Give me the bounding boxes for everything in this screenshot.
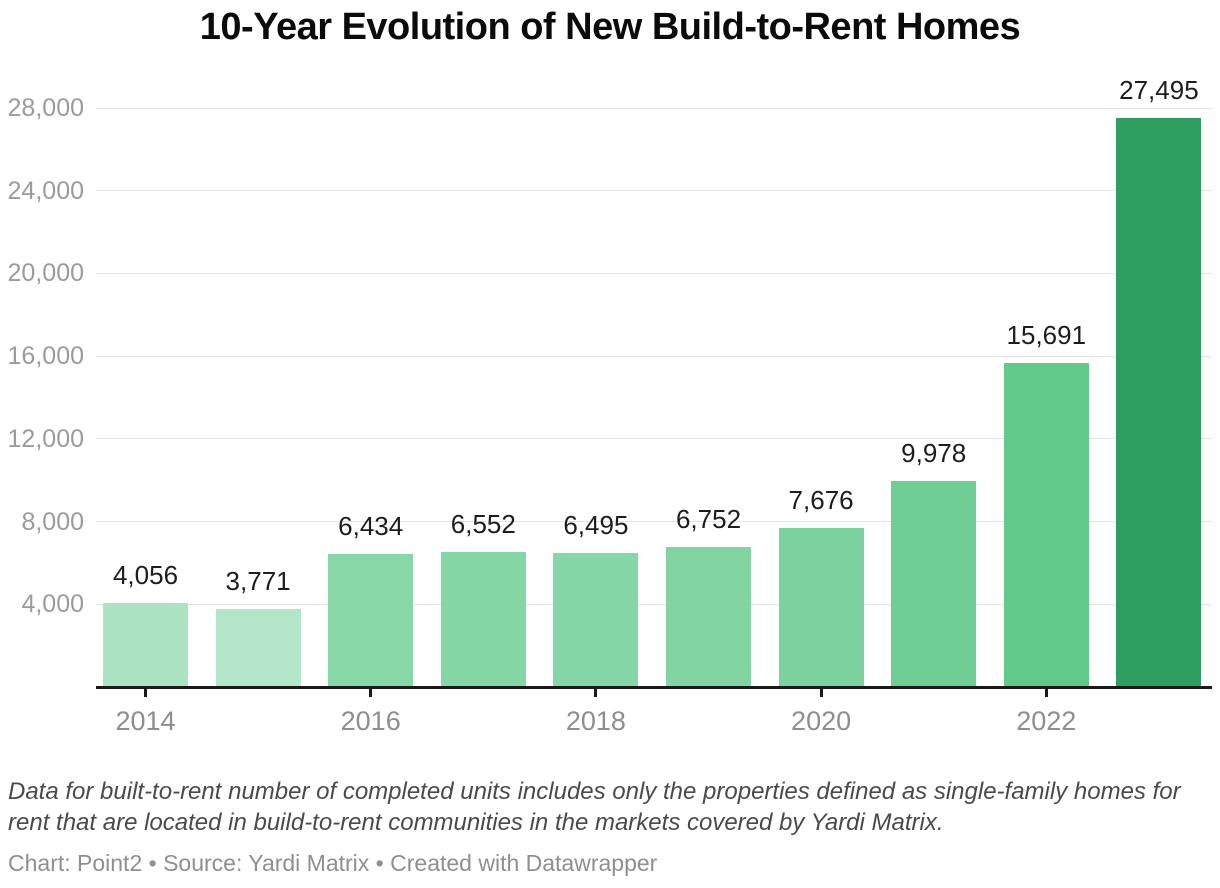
bar[interactable] [103, 603, 188, 687]
bar-value-label: 15,691 [1006, 319, 1087, 350]
y-axis-tick-label: 8,000 [21, 507, 84, 536]
bar[interactable] [891, 480, 977, 687]
chart-note: Data for built-to-rent number of complet… [8, 778, 1181, 836]
x-axis-tick-label: 2018 [565, 706, 626, 736]
x-axis-tick-label: 2014 [115, 706, 176, 736]
bar-value-label: 6,752 [675, 504, 742, 535]
gridline [96, 603, 1212, 605]
bar-value-label: 3,771 [225, 566, 291, 597]
x-axis-tick-label: 2016 [340, 706, 401, 736]
chart-title: 10-Year Evolution of New Build-to-Rent H… [199, 6, 1021, 48]
x-axis-tick [819, 689, 823, 697]
y-axis-tick-label: 28,000 [7, 94, 84, 122]
bar-value-label: 6,552 [450, 508, 516, 539]
bar-value-label: 6,495 [563, 509, 629, 540]
bar[interactable] [440, 551, 526, 687]
x-axis-tick [144, 689, 147, 697]
x-axis-tick [1044, 689, 1048, 697]
bar[interactable] [215, 609, 301, 687]
y-axis-tick-label: 16,000 [7, 342, 84, 371]
bar-value-label: 27,495 [1119, 75, 1199, 106]
y-axis-tick-label: 20,000 [7, 259, 84, 288]
gridline [96, 190, 1212, 192]
bar-value-label: 9,978 [901, 437, 967, 468]
y-axis-tick-label: 12,000 [7, 424, 84, 453]
bar[interactable] [1116, 118, 1202, 687]
x-axis-line [96, 686, 1212, 689]
bar[interactable] [1003, 362, 1089, 687]
y-axis-tick-label: 24,000 [7, 176, 84, 205]
bar[interactable] [553, 552, 639, 687]
bar[interactable] [666, 547, 751, 687]
gridline [96, 272, 1212, 274]
gridline [96, 438, 1212, 440]
x-axis-tick [594, 689, 598, 697]
bar[interactable] [778, 528, 864, 687]
x-axis-tick-label: 2022 [1016, 706, 1077, 736]
gridline [96, 355, 1212, 357]
bar-value-label: 7,676 [788, 485, 854, 516]
bar-value-label: 4,056 [112, 560, 179, 591]
x-axis-tick [369, 689, 373, 697]
bar-value-label: 6,434 [338, 510, 404, 541]
y-axis-tick-label: 4,000 [21, 590, 84, 619]
gridline [96, 521, 1212, 523]
plot-area: 4,056 3,771 6,434 6,552 6,495 6,752 7,676 9,978… [96, 75, 1212, 687]
x-axis-tick-label: 2020 [791, 706, 852, 736]
chart-attribution: Chart: Point2 • Source: Yardi Matrix • C… [8, 850, 658, 876]
bar[interactable] [328, 553, 414, 687]
gridline [96, 107, 1212, 109]
